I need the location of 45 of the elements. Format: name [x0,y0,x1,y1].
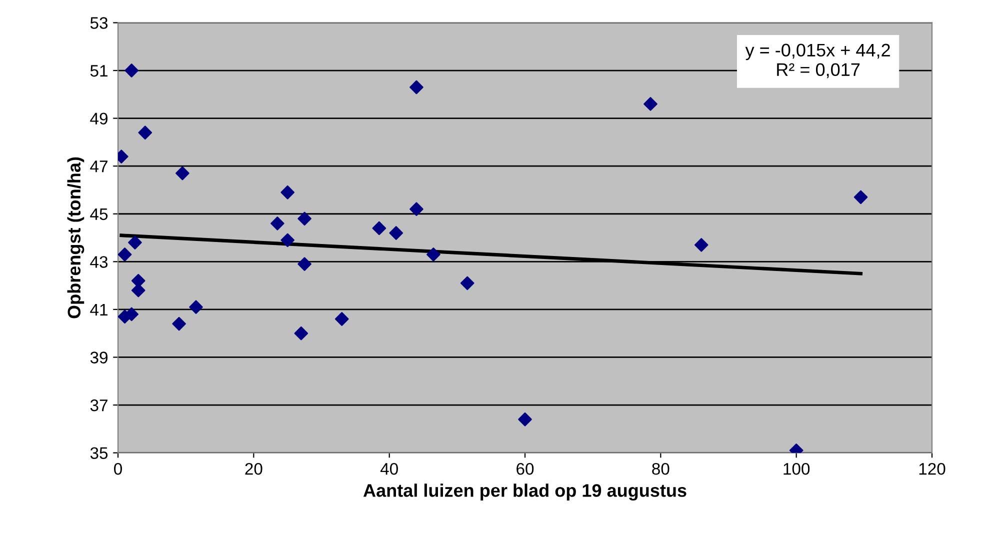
point [131,274,146,288]
y-tick-label: 39 [90,352,108,364]
x-tick-label: 60 [516,462,534,475]
point [518,412,532,426]
x-tick-label: 80 [652,462,670,475]
point [280,233,294,248]
point [298,257,312,271]
x-tick-label: 120 [919,462,946,475]
point [172,316,186,331]
point [410,80,424,94]
y-tick-label: 43 [90,256,108,268]
point [426,248,440,262]
point [294,326,308,340]
x-tick-label: 0 [114,462,122,475]
y-tick-label: 37 [90,399,108,412]
point [460,276,474,290]
point [124,64,138,78]
point [189,300,203,314]
y-tick-label: 51 [90,65,108,77]
y-tick-label: 53 [90,17,108,29]
point [389,226,404,240]
point [334,312,349,326]
x-tick-label: 40 [380,462,398,475]
point [118,248,132,262]
point [854,190,868,204]
point [644,97,658,111]
point [280,185,294,200]
y-tick-label: 49 [90,112,108,124]
y-tick-label: 35 [90,447,108,460]
point [270,216,284,230]
x-tick-label: 100 [784,462,810,475]
x-tick-label: 20 [245,462,262,475]
point [176,166,190,180]
y-axis-title: Opbrengst (ton/ha) [67,157,84,318]
point [138,126,152,140]
x-axis-title: Aantal luizen per blad op 19 augustus [363,484,686,501]
point [128,236,142,250]
point [372,221,386,236]
point [410,202,424,216]
y-tick-label: 41 [90,304,108,316]
point [694,238,708,252]
point [298,212,312,226]
annotation: y = -0,015x + 44,2 R² = 0,017 [745,44,890,78]
y-tick-label: 45 [90,208,108,220]
y-tick-label: 47 [90,160,108,172]
